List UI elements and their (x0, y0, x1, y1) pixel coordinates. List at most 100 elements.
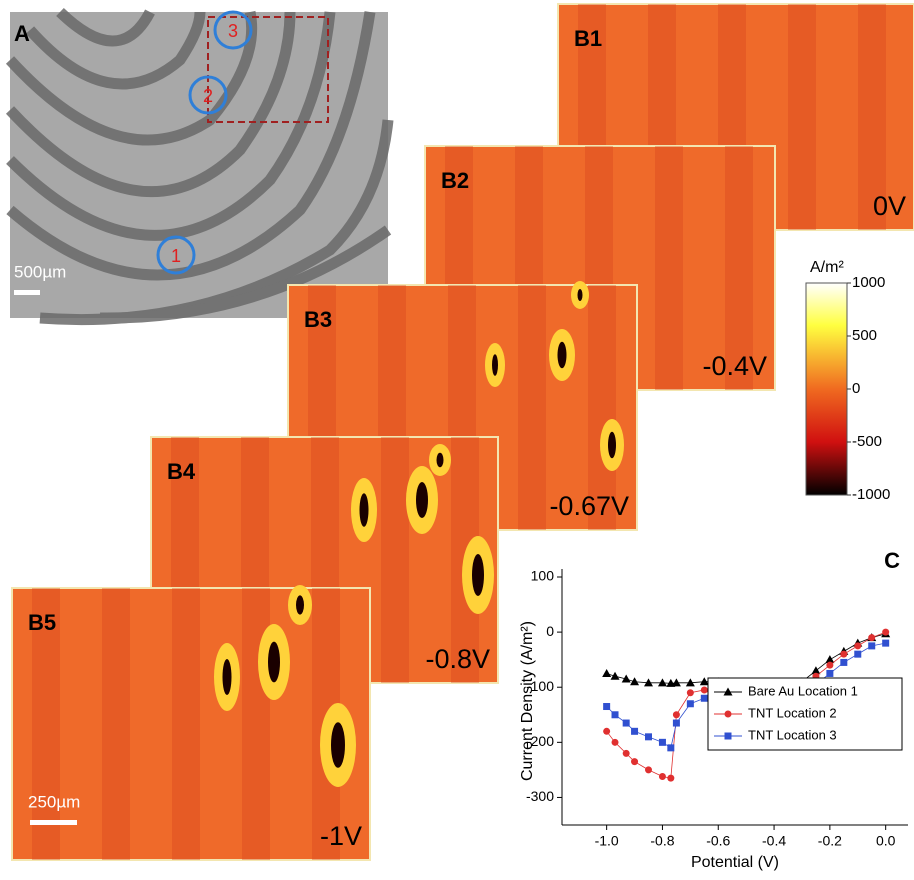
marker (699, 677, 709, 686)
y-tick-label: 100 (531, 568, 555, 584)
hotspot-core (222, 659, 232, 695)
heatmap-stripe (242, 588, 270, 860)
marker (723, 687, 733, 696)
colorbar-tick-label: 500 (852, 327, 877, 344)
colorbar-tick-label: -1000 (852, 486, 890, 503)
heatmap (11, 587, 371, 861)
marker (631, 727, 639, 735)
heatmap-stripe (518, 285, 546, 530)
colorbar: A/m² 1000 500 0 -500 -1000 (805, 259, 890, 503)
marker (826, 669, 834, 677)
chart: 100 0 -100 -200 -300 -1.0 -0.8 -0.6 -0.4 -0.2 0.0 P… (519, 548, 908, 871)
location-marker: 3 (228, 21, 238, 41)
panel-label: B3 (304, 307, 332, 332)
marker (724, 710, 732, 718)
x-tick-label: -0.8 (650, 833, 674, 849)
voltage-label: 0V (873, 191, 906, 221)
hotspot-core (296, 595, 304, 615)
marker (622, 719, 630, 727)
marker (685, 678, 695, 687)
panel-label: A (14, 21, 30, 46)
x-axis-label: Potential (V) (691, 854, 779, 871)
hotspot-core (557, 341, 567, 369)
colorbar-tick-label: 1000 (852, 274, 885, 291)
marker (826, 661, 834, 669)
panel-label: B2 (441, 168, 469, 193)
hotspot-core (268, 641, 280, 683)
marker (644, 678, 653, 687)
hotspot-core (416, 482, 428, 518)
marker (610, 671, 620, 680)
marker (602, 668, 612, 677)
marker (667, 774, 675, 782)
heatmap-stripe (655, 146, 683, 390)
heatmap-stripe (32, 588, 60, 860)
y-tick-label: -300 (526, 788, 554, 804)
marker (672, 711, 680, 719)
marker (603, 727, 611, 735)
heatmap-stripe (725, 146, 753, 390)
heatmap-stripe (381, 437, 409, 683)
x-tick-label: -0.2 (818, 833, 842, 849)
marker (854, 642, 862, 650)
marker (611, 738, 619, 746)
y-axis-label: Current Density (A/m²) (519, 621, 536, 781)
x-tick-label: -1.0 (595, 833, 619, 849)
heatmap-panels: B1 0V B2 -0.4V B3 -0.67V B4 -0.8V B5 -1V 250µm (11, 3, 914, 861)
legend-label: TNT Location 2 (748, 705, 837, 720)
marker (645, 733, 652, 741)
heatmap-stripe (102, 588, 130, 860)
marker (686, 700, 694, 708)
hotspot-core (359, 493, 369, 527)
panel-label: B5 (28, 610, 56, 635)
scale-bar-label: 500µm (14, 262, 66, 281)
x-tick-label: 0.0 (876, 833, 896, 849)
hotspot-core (577, 289, 583, 301)
marker (724, 732, 732, 740)
heatmap-stripe (858, 4, 886, 230)
marker (868, 634, 876, 642)
panel-label: C (884, 548, 900, 573)
marker (658, 773, 666, 781)
voltage-label: -1V (320, 821, 362, 851)
y-tick-label: 0 (546, 623, 554, 639)
marker (621, 674, 631, 683)
marker (672, 719, 680, 727)
hotspot-core (436, 452, 444, 468)
marker (622, 749, 630, 757)
marker (882, 628, 890, 636)
heatmap-stripe (172, 588, 200, 860)
scale-bar-label: 250µm (28, 792, 80, 811)
location-marker: 2 (203, 86, 213, 106)
colorbar-tick-label: 0 (852, 380, 860, 397)
marker (686, 689, 694, 697)
scale-bar (30, 820, 77, 825)
marker (868, 642, 876, 650)
hotspot-core (331, 722, 345, 768)
hotspot-core (608, 431, 616, 459)
marker (700, 686, 708, 694)
panel-a: A 1 2 3 500µm (5, 8, 394, 326)
heatmap-panel: B5 -1V 250µm (11, 585, 371, 861)
marker (840, 658, 848, 666)
marker (882, 639, 890, 647)
voltage-label: -0.4V (702, 351, 767, 381)
marker (611, 711, 619, 719)
y-tick-label: -200 (526, 733, 554, 749)
voltage-label: -0.67V (549, 491, 629, 521)
marker (671, 678, 681, 687)
colorbar-unit: A/m² (810, 259, 844, 276)
marker (631, 758, 639, 766)
marker (840, 650, 848, 658)
heatmap-stripe (588, 285, 616, 530)
location-marker: 1 (171, 246, 181, 266)
x-tick-label: -0.4 (762, 833, 786, 849)
marker (811, 666, 821, 675)
scale-bar (14, 290, 40, 295)
colorbar-scale (805, 282, 848, 496)
x-tick-label: -0.6 (706, 833, 730, 849)
marker (657, 678, 667, 687)
y-tick-label: -100 (526, 678, 554, 694)
marker (630, 677, 640, 686)
